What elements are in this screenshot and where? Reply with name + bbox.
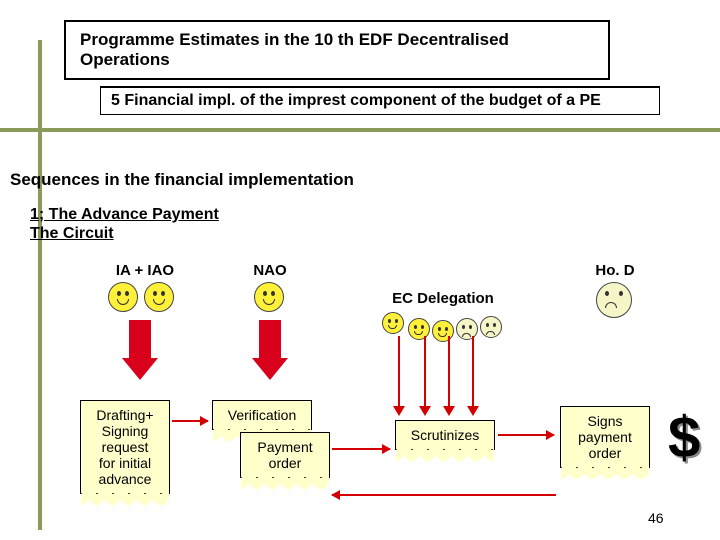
face-iao bbox=[144, 282, 174, 312]
note-signs: Signs payment order bbox=[560, 406, 650, 468]
note-payment-order: Payment order bbox=[240, 432, 330, 478]
thin-arrowhead-del-3 bbox=[443, 406, 455, 416]
circuit-heading-line2: The Circuit bbox=[30, 225, 114, 242]
arrow-drafting-to-verification bbox=[172, 420, 208, 422]
page-number: 46 bbox=[648, 510, 664, 526]
col-label-delegation: EC Delegation bbox=[378, 290, 508, 307]
col-label-nao: NAO bbox=[240, 262, 300, 279]
section-heading: Sequences in the financial implementatio… bbox=[10, 170, 354, 190]
note-scrutinizes: Scrutinizes bbox=[395, 420, 495, 450]
green-rule-left bbox=[38, 40, 42, 530]
face-delegation-4 bbox=[456, 318, 478, 340]
arrow-signs-return bbox=[332, 494, 556, 496]
col-label-ia-iao: IA + IAO bbox=[100, 262, 190, 279]
face-delegation-3 bbox=[432, 320, 454, 342]
fat-arrow-ia bbox=[122, 320, 158, 380]
green-rule-top bbox=[0, 128, 720, 132]
arrow-scrutinizes-to-signs bbox=[498, 434, 554, 436]
thin-arrowhead-del-4 bbox=[467, 406, 479, 416]
thin-arrowhead-del-1 bbox=[393, 406, 405, 416]
col-label-hod: Ho. D bbox=[590, 262, 640, 279]
circuit-heading: 1; The Advance Payment The Circuit bbox=[30, 205, 219, 243]
face-ia bbox=[108, 282, 138, 312]
subtitle-box: 5 Financial impl. of the imprest compone… bbox=[100, 86, 660, 115]
thin-arrow-del-2 bbox=[424, 336, 426, 408]
dollar-icon: $ bbox=[668, 404, 700, 471]
note-verification: Verification bbox=[212, 400, 312, 430]
circuit-heading-line1: 1; The Advance Payment bbox=[30, 206, 219, 223]
thin-arrowhead-del-2 bbox=[419, 406, 431, 416]
thin-arrow-del-4 bbox=[472, 336, 474, 408]
face-hod bbox=[596, 282, 632, 318]
thin-arrow-del-3 bbox=[448, 336, 450, 408]
arrow-payment-to-scrutinizes bbox=[332, 448, 390, 450]
face-delegation-2 bbox=[408, 318, 430, 340]
title-text: Programme Estimates in the 10 th EDF Dec… bbox=[80, 30, 509, 69]
thin-arrow-del-1 bbox=[398, 336, 400, 408]
fat-arrow-nao bbox=[252, 320, 288, 380]
face-nao bbox=[254, 282, 284, 312]
face-delegation-1 bbox=[382, 312, 404, 334]
title-box: Programme Estimates in the 10 th EDF Dec… bbox=[64, 20, 610, 80]
note-drafting: Drafting+ Signing request for initial ad… bbox=[80, 400, 170, 494]
subtitle-text: 5 Financial impl. of the imprest compone… bbox=[111, 92, 601, 109]
face-delegation-5 bbox=[480, 316, 502, 338]
